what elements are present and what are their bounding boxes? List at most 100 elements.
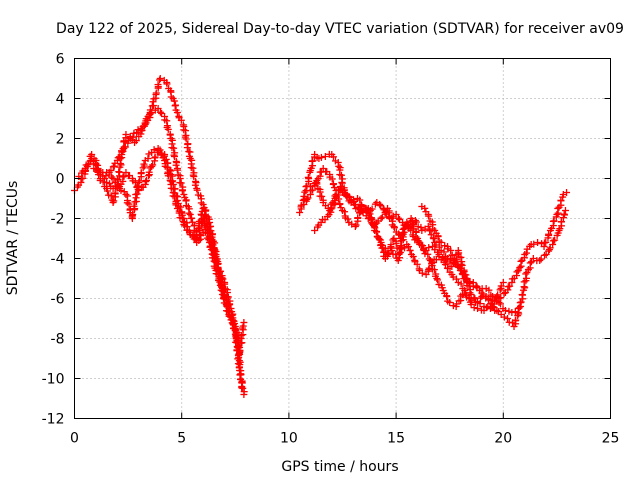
data-point [441, 261, 449, 268]
trail-point [388, 214, 396, 222]
data-point [478, 293, 486, 300]
trail-point [549, 237, 557, 245]
trail-point [328, 175, 336, 183]
data-point [508, 309, 516, 316]
data-point [296, 209, 304, 216]
trail-point [513, 268, 521, 276]
trail-point [178, 187, 186, 195]
trail-point [171, 102, 179, 110]
data-point [330, 201, 338, 208]
trail-point [191, 235, 199, 243]
trail-point [114, 154, 122, 162]
series-track-4 [90, 145, 246, 390]
data-point [122, 131, 130, 138]
trail-point [430, 266, 438, 274]
trail-point [472, 282, 480, 290]
trail-point [506, 282, 514, 290]
trail-point [226, 301, 234, 309]
trail-point [219, 275, 227, 283]
trail-point [514, 308, 522, 316]
trail-point [440, 248, 448, 256]
data-point [186, 211, 194, 218]
data-point [122, 191, 130, 198]
trail-point [181, 222, 189, 230]
trail-point [537, 255, 545, 263]
trail-point [177, 203, 185, 211]
trail-point [425, 244, 433, 252]
data-point [154, 105, 162, 112]
trail-point [447, 246, 455, 254]
trail-point [378, 244, 386, 252]
trail-point [301, 188, 309, 196]
trail-point [462, 271, 470, 279]
trail-point [140, 160, 148, 168]
trail-point [115, 168, 123, 176]
y-tick-label: -2 [51, 212, 65, 228]
data-point [362, 205, 370, 212]
plot-frame [74, 58, 611, 419]
trail-point [233, 343, 241, 351]
y-tick-label: 0 [56, 172, 65, 188]
trail-point [232, 332, 240, 340]
data-point [377, 215, 385, 222]
trail-point [150, 146, 158, 154]
data-point [120, 145, 128, 152]
trail-point [522, 270, 530, 278]
trail-point [129, 133, 137, 141]
trail-point [304, 173, 312, 181]
data-point [414, 235, 422, 242]
trail-point [496, 286, 504, 294]
trail-point [173, 166, 181, 174]
trail-point [398, 237, 406, 245]
trail-point [183, 144, 191, 152]
trail-point [163, 163, 171, 171]
y-tick-label: -6 [51, 292, 65, 308]
trail-point [466, 278, 474, 286]
trail-point [558, 218, 566, 226]
data-point [238, 383, 246, 390]
trail-point [170, 97, 178, 105]
trail-point [389, 236, 397, 244]
trail-point [512, 316, 520, 324]
trail-point [118, 148, 126, 156]
trail-point [378, 213, 386, 221]
data-point [420, 247, 428, 254]
trail-point [166, 131, 174, 139]
trail-point [112, 179, 120, 187]
trail-point [171, 193, 179, 201]
trail-point [412, 233, 420, 241]
trail-point [218, 274, 226, 282]
trail-point [231, 325, 239, 333]
trail-point [413, 260, 421, 268]
trail-point [356, 196, 364, 204]
trail-point [516, 264, 524, 272]
trail-point [515, 304, 523, 312]
y-tick-label: -12 [42, 412, 65, 428]
y-tick-label: 6 [56, 52, 65, 68]
data-point [561, 207, 569, 214]
y-tick-label: 2 [56, 132, 65, 148]
trail-point [133, 190, 141, 198]
data-point [536, 257, 544, 264]
trail-point [163, 117, 171, 125]
trail-point [313, 180, 321, 188]
trail-point [337, 171, 345, 179]
trail-point [530, 240, 538, 248]
trail-point [169, 192, 177, 200]
data-point [109, 175, 117, 182]
trail-point [517, 257, 525, 265]
trail-point [309, 186, 317, 194]
data-point [459, 291, 467, 298]
data-point [199, 201, 207, 208]
data-point [563, 189, 571, 196]
trail-point [526, 259, 534, 267]
trail-point [346, 193, 354, 201]
y-tick-label: -10 [42, 372, 65, 388]
trail-point [470, 304, 478, 312]
trail-point [303, 195, 311, 203]
trail-point [542, 238, 550, 246]
trail-point [348, 220, 356, 228]
trail-point [550, 217, 558, 225]
trail-point [317, 153, 325, 161]
